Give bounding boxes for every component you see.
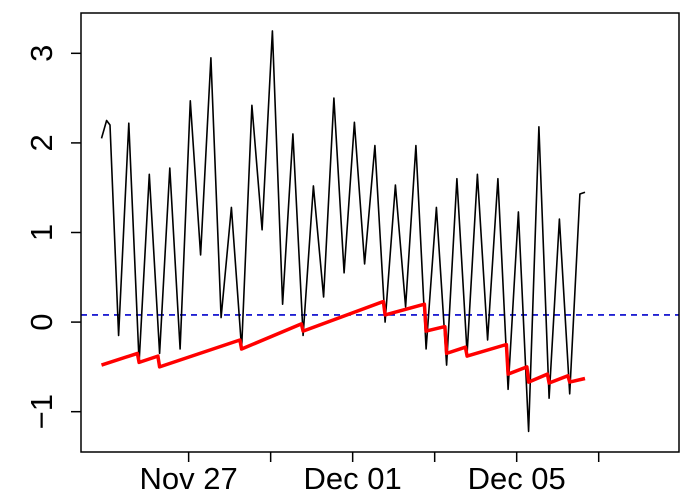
y-tick-label-2: 1	[24, 224, 59, 241]
y-tick-label-3: 2	[24, 134, 59, 151]
x-tick-label-2: Dec 01	[304, 461, 402, 496]
y-tick-label-4: 3	[24, 45, 59, 62]
series-lines	[100, 30, 586, 433]
x-axis: Nov 27 Dec 01 Dec 05	[140, 452, 600, 496]
y-axis: −1 0 1 2 3	[24, 45, 81, 429]
series-line-1	[100, 299, 586, 385]
y-tick-label-0: −1	[24, 394, 59, 429]
x-tick-label-0: Nov 27	[140, 461, 238, 496]
x-tick-label-4: Dec 05	[468, 461, 566, 496]
y-tick-label-1: 0	[24, 313, 59, 330]
